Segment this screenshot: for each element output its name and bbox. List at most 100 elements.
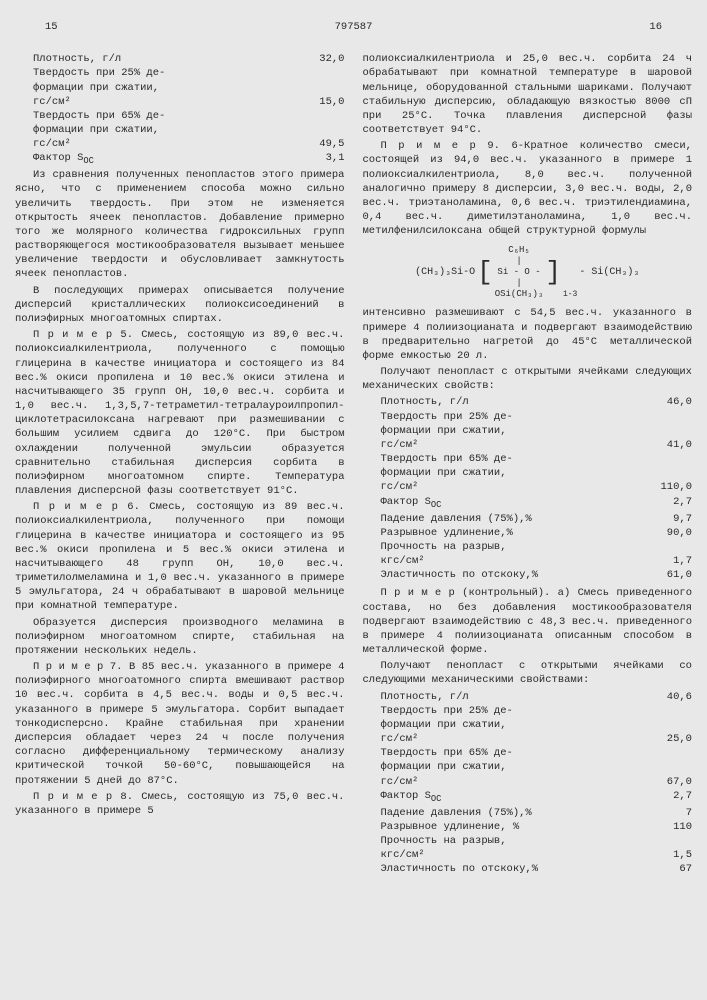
property-row: Прочность на разрыв, (381, 834, 693, 848)
prop-label: кгс/см² (381, 554, 643, 568)
prop-label: Прочность на разрыв, (381, 540, 643, 554)
prop-label: Фактор SOC (33, 151, 295, 168)
prop-value (642, 540, 692, 554)
prop-value: 1,7 (642, 554, 692, 568)
right-column: полиоксиалкилентриола и 25,0 вес.ч. сорб… (363, 52, 693, 876)
prop-label: гс/см² (381, 775, 643, 789)
prop-label: Эластичность по отскоку,% (381, 862, 643, 876)
page-header: 15 797587 16 (15, 20, 692, 34)
property-row: Твердость при 65% де- (381, 746, 693, 760)
prop-value: 90,0 (642, 526, 692, 540)
para: Из сравнения полученных пенопластов этог… (15, 168, 345, 281)
prop-value (642, 410, 692, 424)
page-center: 797587 (335, 20, 373, 34)
prop-value (295, 81, 345, 95)
property-row: Твердость при 25% де- (33, 66, 345, 80)
prop-value: 9,7 (642, 512, 692, 526)
property-row: формации при сжатии, (33, 123, 345, 137)
property-row: Эластичность по отскоку,%67 (381, 862, 693, 876)
property-row: Твердость при 25% де- (381, 704, 693, 718)
prop-label: Твердость при 25% де- (381, 410, 643, 424)
property-row: гс/см²49,5 (33, 137, 345, 151)
formula: (CH₃)₃Si-O [ C₆H₅|Si - O -|OSi(CH₃)₃ ] 1… (363, 244, 693, 300)
property-row: Фактор SOC2,7 (381, 495, 693, 512)
prop-label: Эластичность по отскоку,% (381, 568, 643, 582)
property-row: гс/см²41,0 (381, 438, 693, 452)
prop-value: 49,5 (295, 137, 345, 151)
prop-value (295, 123, 345, 137)
para: интенсивно размешивают с 54,5 вес.ч. ука… (363, 306, 693, 363)
prop-value (642, 718, 692, 732)
prop-label: гс/см² (33, 95, 295, 109)
prop-value (642, 424, 692, 438)
para: П р и м е р 9. 6-Кратное количество смес… (363, 139, 693, 238)
prop-label: формации при сжатии, (381, 760, 643, 774)
prop-label: Разрывное удлинение, % (381, 820, 643, 834)
prop-label: гс/см² (381, 732, 643, 746)
property-row: Разрывное удлинение,%90,0 (381, 526, 693, 540)
prop-value: 67,0 (642, 775, 692, 789)
prop-value: 2,7 (642, 789, 692, 806)
property-row: Плотность, г/л32,0 (33, 52, 345, 66)
property-row: кгс/см²1,5 (381, 848, 693, 862)
para: П р и м е р 6. Смесь, состоящую из 89 ве… (15, 500, 345, 613)
property-row: гс/см²110,0 (381, 480, 693, 494)
property-row: формации при сжатии, (381, 466, 693, 480)
property-row: Фактор SOC3,1 (33, 151, 345, 168)
para: Образуется дисперсия производного мелами… (15, 616, 345, 659)
prop-label: Плотность, г/л (33, 52, 295, 66)
prop-value: 32,0 (295, 52, 345, 66)
para: Получают пенопласт с открытыми ячейками … (363, 659, 693, 687)
prop-label: Падение давления (75%),% (381, 512, 643, 526)
property-row: Разрывное удлинение, %110 (381, 820, 693, 834)
prop-label: формации при сжатии, (33, 81, 295, 95)
prop-label: Твердость при 65% де- (33, 109, 295, 123)
property-row: Твердость при 65% де- (33, 109, 345, 123)
prop-value: 40,6 (642, 690, 692, 704)
prop-value (642, 760, 692, 774)
prop-label: Прочность на разрыв, (381, 834, 643, 848)
prop-label: Твердость при 25% де- (381, 704, 643, 718)
prop-value (642, 466, 692, 480)
property-row: гс/см²25,0 (381, 732, 693, 746)
prop-value: 3,1 (295, 151, 345, 168)
property-row: Плотность, г/л40,6 (381, 690, 693, 704)
property-row: формации при сжатии, (381, 718, 693, 732)
property-row: Твердость при 65% де- (381, 452, 693, 466)
property-row: Плотность, г/л46,0 (381, 395, 693, 409)
property-row: формации при сжатии, (381, 760, 693, 774)
prop-label: формации при сжатии, (381, 424, 643, 438)
para: В последующих примерах описывается получ… (15, 284, 345, 327)
prop-value: 25,0 (642, 732, 692, 746)
property-row: кгс/см²1,7 (381, 554, 693, 568)
property-row: гс/см²15,0 (33, 95, 345, 109)
para: П р и м е р (контрольный). а) Смесь прив… (363, 586, 693, 657)
prop-value (642, 704, 692, 718)
prop-value: 61,0 (642, 568, 692, 582)
property-row: гс/см²67,0 (381, 775, 693, 789)
prop-value: 67 (642, 862, 692, 876)
prop-label: Фактор SOC (381, 495, 643, 512)
para: П р и м е р 8. Смесь, состоящую из 75,0 … (15, 790, 345, 818)
prop-value (295, 109, 345, 123)
page-right: 16 (649, 20, 662, 34)
property-row: формации при сжатии, (33, 81, 345, 95)
prop-value (642, 834, 692, 848)
para: Получают пенопласт с открытыми ячейками … (363, 365, 693, 393)
prop-label: Плотность, г/л (381, 395, 643, 409)
property-row: Падение давления (75%),%9,7 (381, 512, 693, 526)
prop-label: Падение давления (75%),% (381, 806, 643, 820)
property-row: формации при сжатии, (381, 424, 693, 438)
property-row: Твердость при 25% де- (381, 410, 693, 424)
para: полиоксиалкилентриола и 25,0 вес.ч. сорб… (363, 52, 693, 137)
prop-value: 46,0 (642, 395, 692, 409)
property-row: Падение давления (75%),%7 (381, 806, 693, 820)
prop-label: формации при сжатии, (381, 718, 643, 732)
prop-label: формации при сжатии, (33, 123, 295, 137)
prop-value: 41,0 (642, 438, 692, 452)
left-column: Плотность, г/л32,0Твердость при 25% де-ф… (15, 52, 345, 876)
prop-label: Разрывное удлинение,% (381, 526, 643, 540)
prop-label: гс/см² (381, 438, 643, 452)
para: П р и м е р 7. В 85 вес.ч. указанного в … (15, 660, 345, 788)
prop-label: Твердость при 65% де- (381, 746, 643, 760)
